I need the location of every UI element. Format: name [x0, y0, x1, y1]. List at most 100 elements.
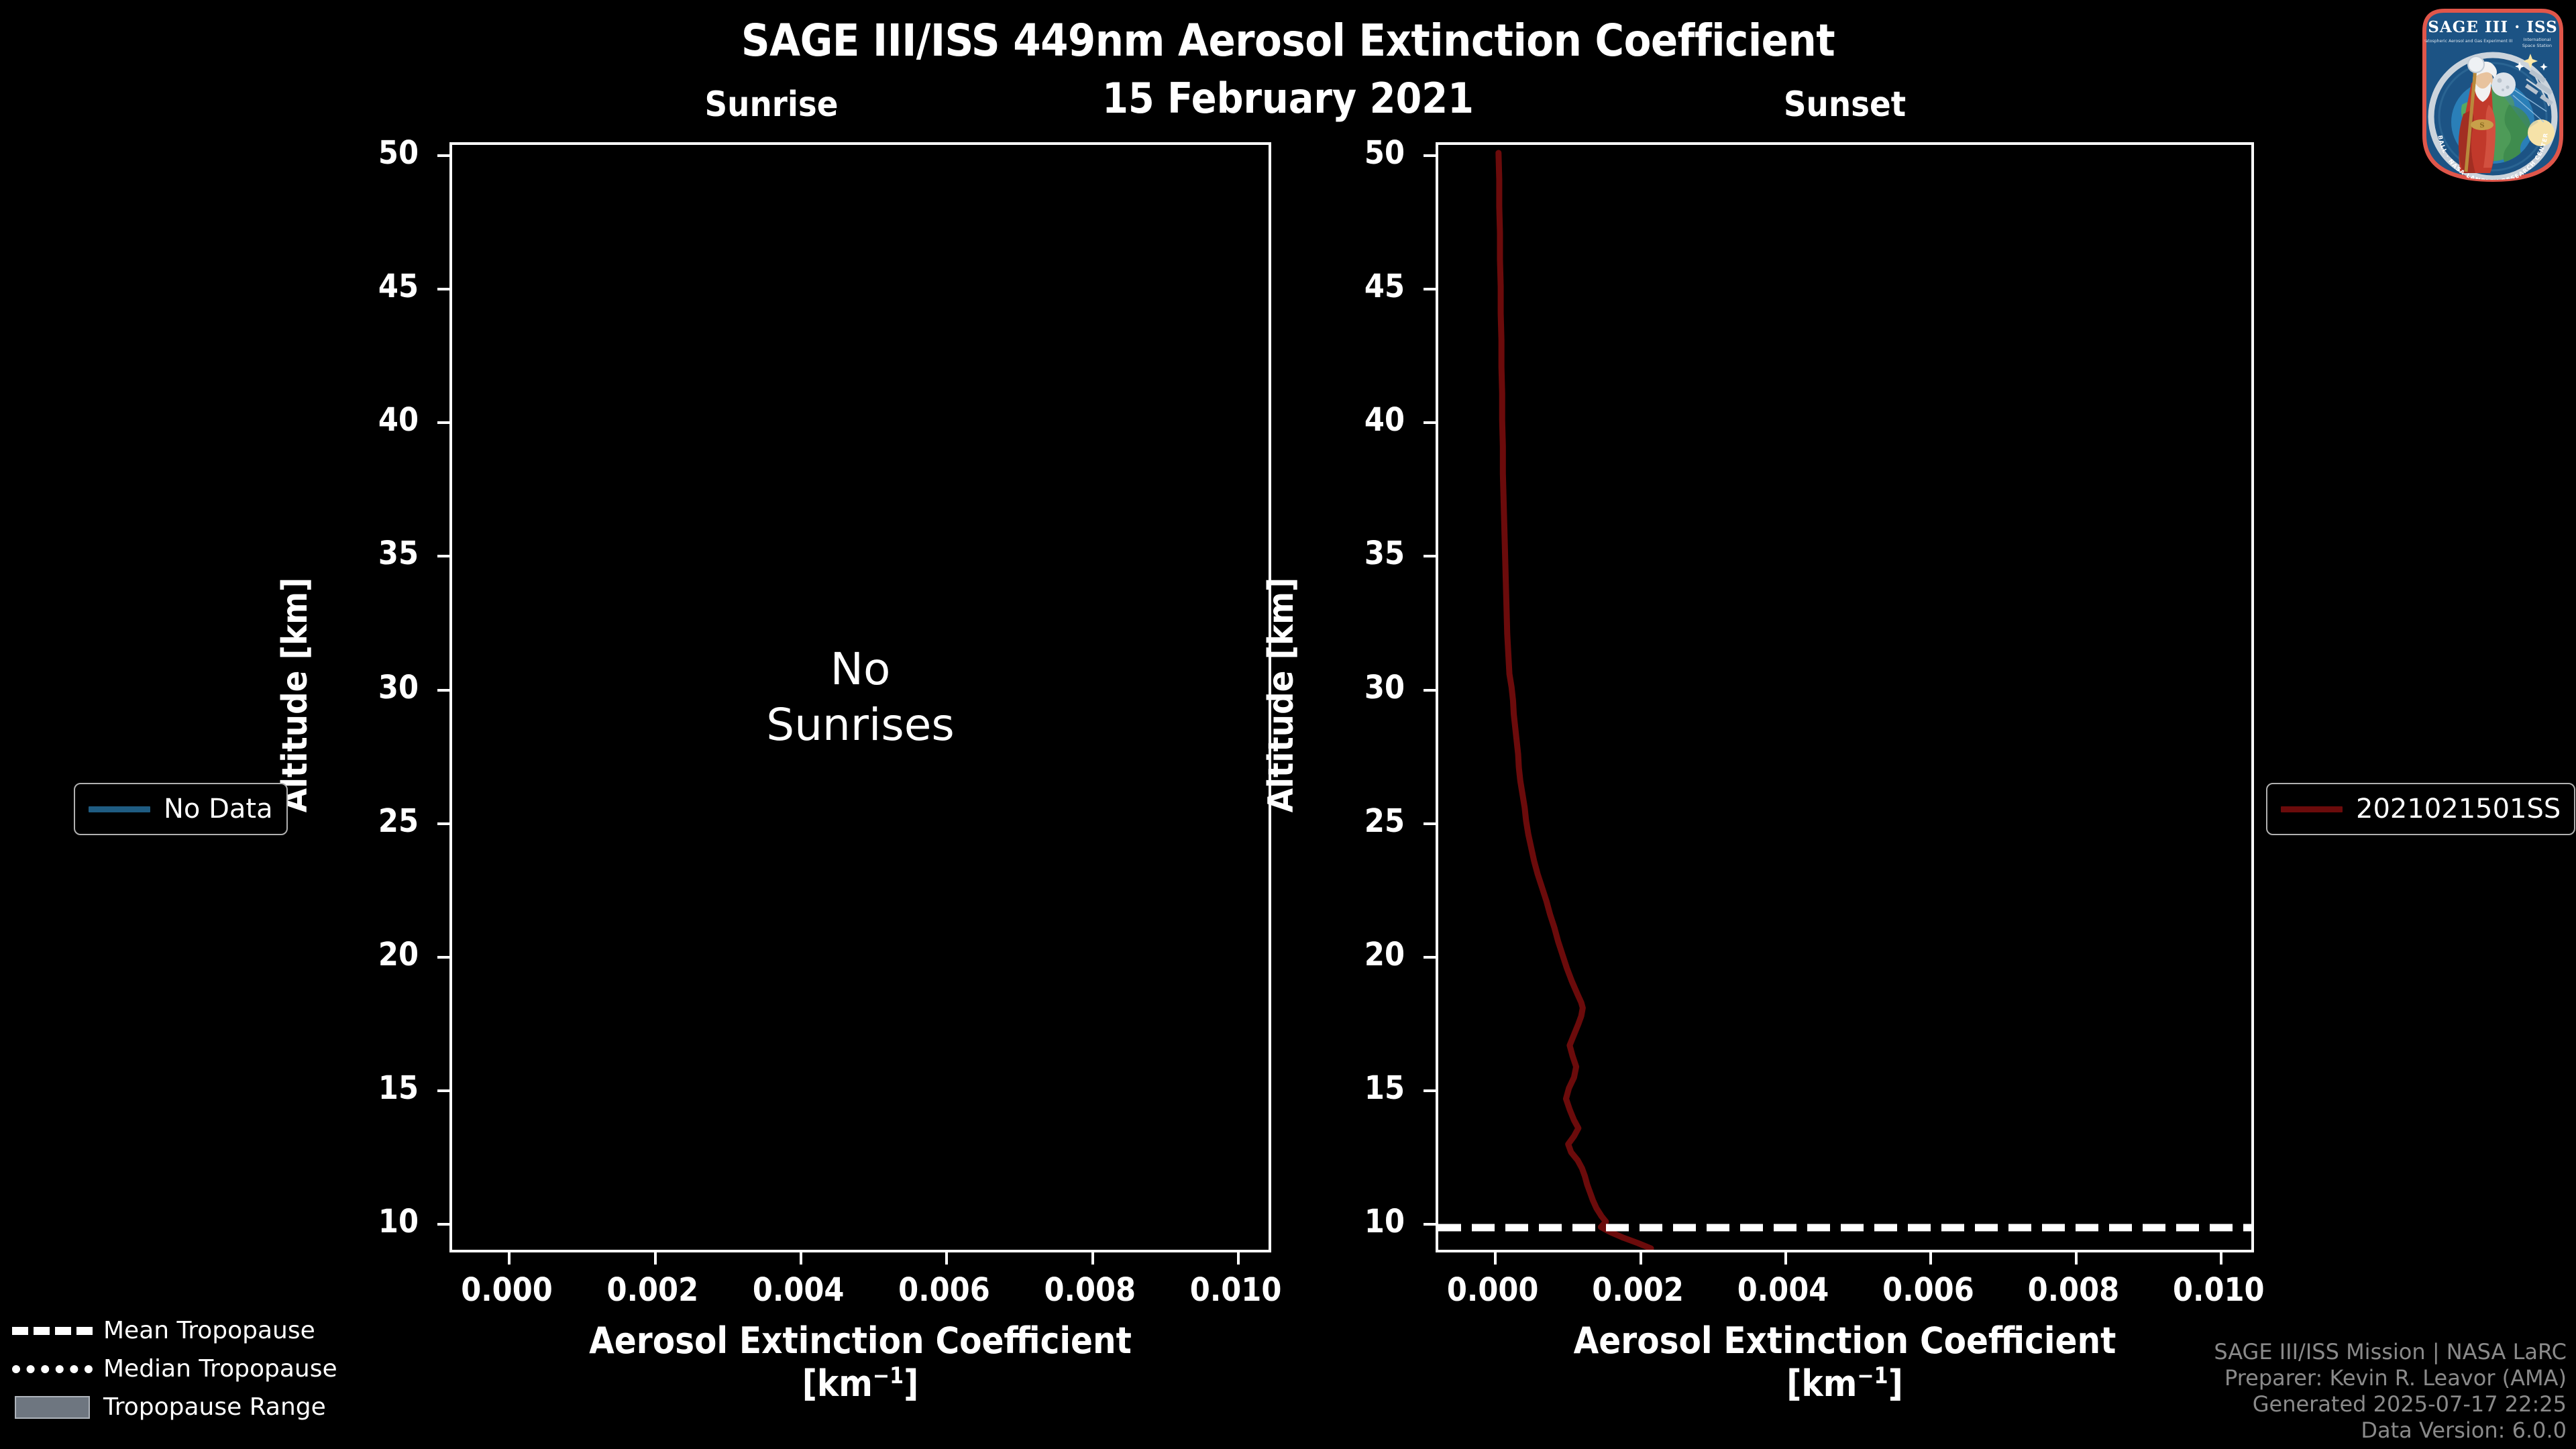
y-axis-label-sunset: Altitude [km] [1261, 577, 1301, 812]
footer-credits: SAGE III/ISS Mission | NASA LaRC Prepare… [2214, 1339, 2567, 1444]
data-series-line [1499, 153, 1651, 1248]
x-tick-label: 0.006 [1882, 1271, 1974, 1309]
y-tick [1424, 688, 1438, 692]
panel-title-sunset: Sunset [1783, 85, 1907, 125]
svg-text:Space Station: Space Station [2522, 43, 2552, 48]
no-sunrises-annotation: No Sunrises [452, 145, 1269, 1250]
footer-line-generated: Generated 2025-07-17 22:25 [2252, 1391, 2567, 1417]
y-tick-label: 15 [1364, 1069, 1405, 1108]
y-tick-label: 45 [378, 268, 419, 306]
y-tick-label: 10 [378, 1203, 419, 1241]
x-axis-label-sunrise: Aerosol Extinction Coefficient [km−1] [449, 1320, 1271, 1405]
page-title: SAGE III/ISS 449nm Aerosol Extinction Co… [741, 15, 1835, 66]
x-tick [2220, 1250, 2223, 1265]
y-tick-label: 25 [1364, 802, 1405, 840]
tropopause-legend-label: Median Tropopause [103, 1355, 337, 1383]
x-tick [1784, 1250, 1788, 1265]
y-tick-label: 50 [1364, 133, 1405, 172]
x-tick [945, 1250, 949, 1265]
y-tick-label: 20 [378, 935, 419, 973]
x-tick [800, 1250, 803, 1265]
x-tick [1929, 1250, 1933, 1265]
x-tick [1091, 1250, 1094, 1265]
y-tick [1424, 154, 1438, 157]
x-tick-label: 0.010 [1189, 1271, 1282, 1309]
y-tick-label: 10 [1364, 1203, 1405, 1241]
legend-sunrise[interactable]: No Data [74, 783, 288, 835]
x-tick [508, 1250, 511, 1265]
mean-tropopause-icon [12, 1324, 93, 1338]
y-tick [1424, 421, 1438, 425]
y-tick-label: 40 [378, 401, 419, 439]
y-tick [1424, 1223, 1438, 1226]
y-tick [437, 955, 452, 959]
median-tropopause-icon [12, 1362, 93, 1377]
y-tick-label: 35 [378, 535, 419, 573]
y-tick [437, 1089, 452, 1093]
svg-text:S: S [2479, 122, 2484, 129]
y-tick [437, 421, 452, 425]
y-tick [437, 688, 452, 692]
x-axis-label-sunset: Aerosol Extinction Coefficient [km−1] [1436, 1320, 2254, 1405]
x-tick-label: 0.000 [1446, 1271, 1539, 1309]
y-tick-label: 30 [1364, 668, 1405, 706]
panel-title-sunrise: Sunrise [704, 85, 839, 125]
legend-swatch-event [2281, 806, 2343, 812]
tropopause-legend-row-range: Tropopause Range [12, 1393, 337, 1421]
x-tick-label: 0.004 [1737, 1271, 1829, 1309]
footer-line-mission: SAGE III/ISS Mission | NASA LaRC [2214, 1338, 2567, 1364]
footer-line-preparer: Preparer: Kevin R. Leavor (AMA) [2224, 1364, 2567, 1391]
y-tick-label: 30 [378, 668, 419, 706]
y-tick [437, 555, 452, 558]
plot-area-sunrise: No Sunrises [437, 142, 1271, 1265]
tropopause-legend: Mean Tropopause Median Tropopause Tropop… [12, 1317, 337, 1421]
y-tick [1424, 822, 1438, 825]
footer-line-data-version: Data Version: 6.0.0 [2361, 1417, 2567, 1443]
x-tick-label: 0.010 [2173, 1271, 2265, 1309]
y-tick-label: 20 [1364, 935, 1405, 973]
page-subtitle-date: 15 February 2021 [1102, 74, 1474, 123]
y-tick [437, 822, 452, 825]
svg-text:Stratospheric Aerosol and Gas: Stratospheric Aerosol and Gas Experiment… [2420, 39, 2513, 44]
tropopause-legend-row-median: Median Tropopause [12, 1355, 337, 1383]
tropopause-range-icon [12, 1395, 93, 1419]
y-axis-label-sunrise: Altitude [km] [275, 577, 315, 812]
y-tick-label: 50 [378, 133, 419, 172]
x-tick-label: 0.008 [2027, 1271, 2120, 1309]
x-tick [1494, 1250, 1497, 1265]
tropopause-legend-label: Tropopause Range [103, 1393, 326, 1421]
x-axis-label-main: Aerosol Extinction Coefficient [1573, 1320, 2116, 1362]
y-tick [1424, 955, 1438, 959]
y-tick [1424, 288, 1438, 291]
x-tick-label: 0.002 [606, 1271, 699, 1309]
y-tick-label: 40 [1364, 401, 1405, 439]
x-tick [1639, 1250, 1642, 1265]
y-tick-label: 35 [1364, 535, 1405, 573]
legend-sunset[interactable]: 2021021501SS [2266, 783, 2576, 835]
x-tick [1237, 1250, 1240, 1265]
no-sunrises-line2: Sunrises [766, 698, 955, 751]
legend-label-no-data: No Data [164, 794, 273, 824]
y-tick [437, 154, 452, 157]
sunset-data-plot [1438, 145, 2251, 1250]
sage3-iss-mission-patch-icon: SAGE III · ISS Stratospheric Aerosol and… [2420, 9, 2563, 182]
plot-area-sunset [1424, 142, 2254, 1265]
y-tick-label: 45 [1364, 268, 1405, 306]
x-tick-label: 0.000 [461, 1271, 553, 1309]
x-tick-label: 0.002 [1592, 1271, 1684, 1309]
y-tick-label: 25 [378, 802, 419, 840]
x-axis-label-main: Aerosol Extinction Coefficient [589, 1320, 1132, 1362]
svg-text:International: International [2524, 37, 2551, 42]
legend-label-event: 2021021501SS [2356, 794, 2561, 824]
svg-text:SAGE III · ISS: SAGE III · ISS [2428, 18, 2557, 36]
x-tick-label: 0.006 [898, 1271, 990, 1309]
no-sunrises-line1: No [830, 643, 891, 695]
tropopause-legend-row-mean: Mean Tropopause [12, 1317, 337, 1344]
x-axis-label-unit: [km−1] [802, 1362, 919, 1405]
x-tick [653, 1250, 657, 1265]
tropopause-legend-label: Mean Tropopause [103, 1317, 315, 1344]
x-axis-label-unit: [km−1] [1786, 1362, 1903, 1405]
x-tick [2074, 1250, 2078, 1265]
y-tick [1424, 555, 1438, 558]
